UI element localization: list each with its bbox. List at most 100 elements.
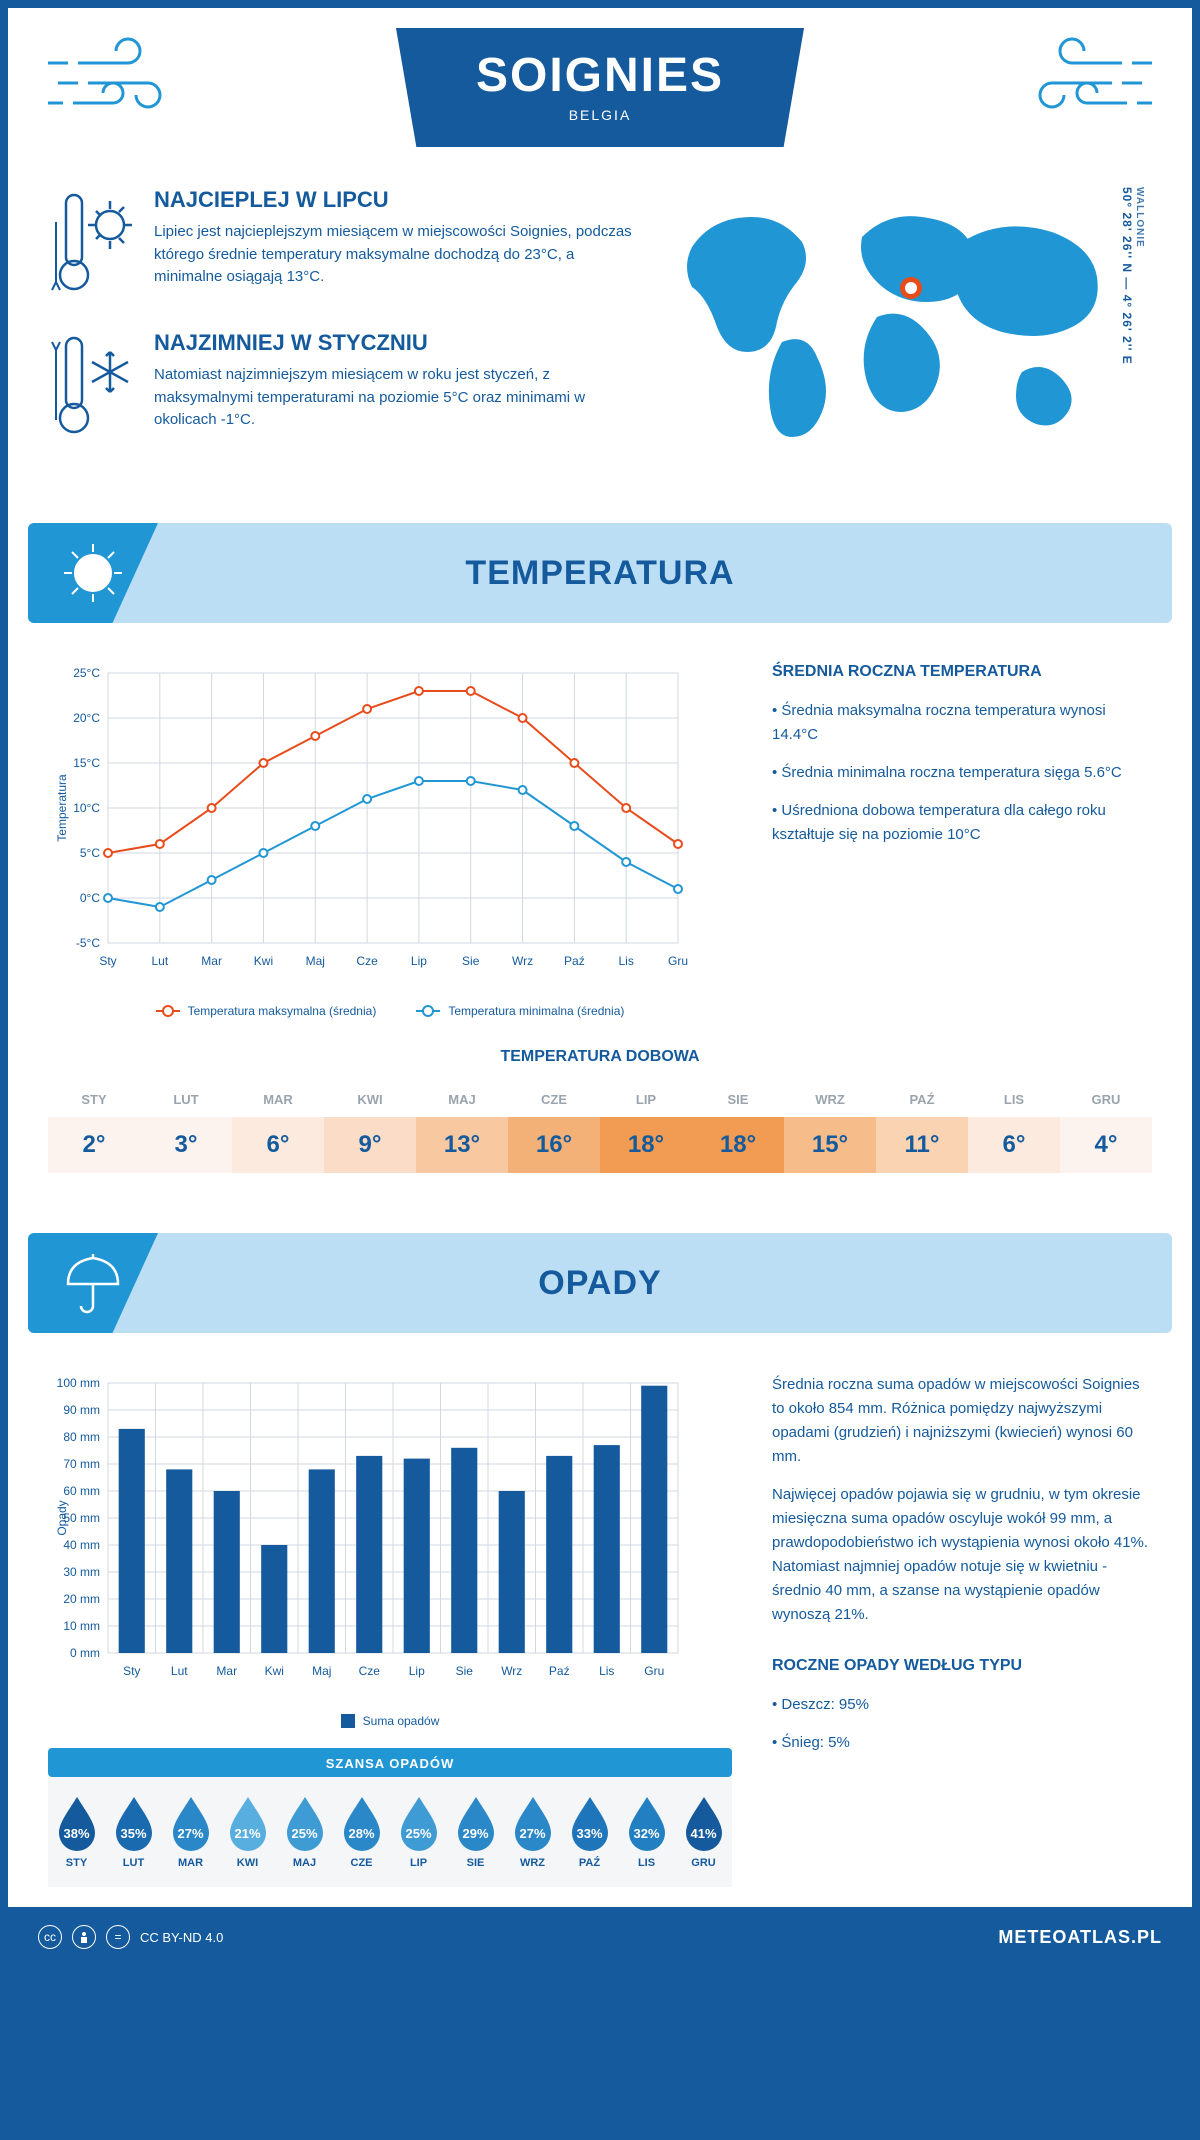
precip-type-title: ROCZNE OPADY WEDŁUG TYPU — [772, 1657, 1152, 1675]
svg-text:10 mm: 10 mm — [63, 1619, 100, 1633]
coordinates: WALLONIE 50° 28' 26'' N — 4° 26' 2'' E — [1120, 187, 1145, 365]
drop-pct: 25% — [282, 1826, 328, 1841]
dt-head: KWI — [324, 1082, 416, 1117]
precipitation-title: OPADY — [28, 1264, 1172, 1303]
drop-pct: 25% — [396, 1826, 442, 1841]
temperature-chart: -5°C0°C5°C10°C15°C20°C25°CStyLutMarKwiMa… — [48, 663, 732, 1018]
dt-head: LUT — [140, 1082, 232, 1117]
svg-text:Lip: Lip — [411, 954, 427, 968]
svg-text:0°C: 0°C — [80, 891, 100, 905]
temp-side-title: ŚREDNIA ROCZNA TEMPERATURA — [772, 663, 1152, 681]
footer: cc = CC BY-ND 4.0 METEOATLAS.PL — [8, 1907, 1192, 1967]
drop-cell: 35% LUT — [105, 1787, 162, 1877]
svg-text:20°C: 20°C — [73, 711, 100, 725]
svg-text:-5°C: -5°C — [76, 936, 100, 950]
temp-side-b1: • Średnia maksymalna roczna temperatura … — [772, 699, 1152, 747]
svg-text:70 mm: 70 mm — [63, 1457, 100, 1471]
raindrop-icon: 38% — [54, 1795, 100, 1851]
svg-text:Sty: Sty — [123, 1664, 140, 1678]
legend-max: Temperatura maksymalna (średnia) — [188, 1004, 377, 1018]
raindrop-icon: 25% — [282, 1795, 328, 1851]
precipitation-chart: 0 mm10 mm20 mm30 mm40 mm50 mm60 mm70 mm8… — [48, 1373, 732, 1887]
raindrop-icon: 27% — [168, 1795, 214, 1851]
dt-head: PAŹ — [876, 1082, 968, 1117]
fact-hot-title: NAJCIEPLEJ W LIPCU — [154, 187, 642, 213]
svg-text:Gru: Gru — [668, 954, 688, 968]
drop-cell: 27% MAR — [162, 1787, 219, 1877]
drop-month: SIE — [447, 1857, 504, 1869]
dt-head: WRZ — [784, 1082, 876, 1117]
svg-text:Temperatura: Temperatura — [55, 774, 69, 842]
svg-text:Lut: Lut — [151, 954, 168, 968]
thermometer-snow-icon — [48, 330, 138, 445]
fact-hot-text: Lipiec jest najcieplejszym miesiącem w m… — [154, 221, 642, 289]
title-banner: SOIGNIES BELGIA — [396, 28, 804, 147]
temp-side-b3: • Uśredniona dobowa temperatura dla całe… — [772, 799, 1152, 847]
dt-head: LIP — [600, 1082, 692, 1117]
daily-temperature: TEMPERATURA DOBOWA STYLUTMARKWIMAJCZELIP… — [8, 1038, 1192, 1213]
dt-head: MAJ — [416, 1082, 508, 1117]
drop-month: WRZ — [504, 1857, 561, 1869]
legend-precip: Suma opadów — [363, 1714, 440, 1728]
svg-text:Sty: Sty — [99, 954, 116, 968]
drop-cell: 28% CZE — [333, 1787, 390, 1877]
drop-month: PAŹ — [561, 1857, 618, 1869]
svg-text:25°C: 25°C — [73, 666, 100, 680]
location-marker — [900, 277, 922, 299]
svg-text:Wrz: Wrz — [501, 1664, 522, 1678]
svg-text:10°C: 10°C — [73, 801, 100, 815]
section-bar-temperature: TEMPERATURA — [28, 523, 1172, 623]
raindrop-icon: 32% — [624, 1795, 670, 1851]
raindrop-icon: 25% — [396, 1795, 442, 1851]
dt-value: 15° — [784, 1117, 876, 1173]
region-label: WALLONIE — [1134, 187, 1145, 359]
drop-cell: 33% PAŹ — [561, 1787, 618, 1877]
intro-section: NAJCIEPLEJ W LIPCU Lipiec jest najcieple… — [8, 157, 1192, 503]
precip-p2: Najwięcej opadów pojawia się w grudniu, … — [772, 1483, 1152, 1627]
drop-cell: 25% MAJ — [276, 1787, 333, 1877]
svg-text:Cze: Cze — [359, 1664, 381, 1678]
license-text: CC BY-ND 4.0 — [140, 1930, 223, 1945]
svg-text:Sie: Sie — [456, 1664, 474, 1678]
svg-text:Paź: Paź — [564, 954, 585, 968]
world-map — [672, 187, 1112, 447]
svg-text:Paź: Paź — [549, 1664, 570, 1678]
drop-cell: 21% KWI — [219, 1787, 276, 1877]
drop-cell: 25% LIP — [390, 1787, 447, 1877]
precip-p1: Średnia roczna suma opadów w miejscowośc… — [772, 1373, 1152, 1469]
dt-value: 11° — [876, 1117, 968, 1173]
climate-facts: NAJCIEPLEJ W LIPCU Lipiec jest najcieple… — [48, 187, 642, 473]
fact-cold-title: NAJZIMNIEJ W STYCZNIU — [154, 330, 642, 356]
fact-hottest: NAJCIEPLEJ W LIPCU Lipiec jest najcieple… — [48, 187, 642, 302]
chance-drops: 38% STY 35% LUT 27% MAR 21% — [48, 1777, 732, 1887]
drop-cell: 32% LIS — [618, 1787, 675, 1877]
nd-icon: = — [106, 1925, 130, 1949]
by-icon — [72, 1925, 96, 1949]
svg-text:Lis: Lis — [599, 1664, 614, 1678]
drop-month: LIP — [390, 1857, 447, 1869]
dt-head: MAR — [232, 1082, 324, 1117]
drop-pct: 21% — [225, 1826, 271, 1841]
country-name: BELGIA — [476, 107, 724, 123]
legend-min: Temperatura minimalna (średnia) — [448, 1004, 624, 1018]
svg-text:15°C: 15°C — [73, 756, 100, 770]
temp-legend: Temperatura maksymalna (średnia) Tempera… — [48, 1004, 732, 1018]
daily-temp-title: TEMPERATURA DOBOWA — [48, 1048, 1152, 1066]
drop-cell: 41% GRU — [675, 1787, 732, 1877]
section-bar-precipitation: OPADY — [28, 1233, 1172, 1333]
temp-side-b2: • Średnia minimalna roczna temperatura s… — [772, 761, 1152, 785]
svg-text:Maj: Maj — [306, 954, 325, 968]
precip-rain: • Deszcz: 95% — [772, 1693, 1152, 1717]
drop-month: KWI — [219, 1857, 276, 1869]
dt-value: 6° — [232, 1117, 324, 1173]
precipitation-side: Średnia roczna suma opadów w miejscowośc… — [772, 1373, 1152, 1887]
drop-month: CZE — [333, 1857, 390, 1869]
svg-text:Lut: Lut — [171, 1664, 188, 1678]
drop-pct: 41% — [681, 1826, 727, 1841]
svg-text:Lip: Lip — [409, 1664, 425, 1678]
raindrop-icon: 35% — [111, 1795, 157, 1851]
svg-text:40 mm: 40 mm — [63, 1538, 100, 1552]
temperature-body: -5°C0°C5°C10°C15°C20°C25°CStyLutMarKwiMa… — [8, 623, 1192, 1038]
header: SOIGNIES BELGIA — [8, 8, 1192, 157]
wind-icon-right — [1002, 28, 1162, 128]
